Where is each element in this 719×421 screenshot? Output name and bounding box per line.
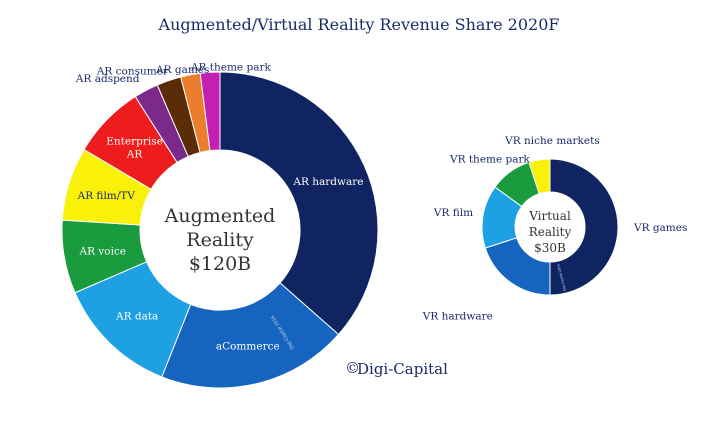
- label-ar-consumer: AR consumer: [96, 65, 169, 77]
- label-ar-voice: AR voice: [78, 245, 126, 257]
- slice-ar-hardware: [219, 71, 379, 336]
- vr-center-total: $30B: [534, 241, 566, 255]
- copyright-mark: ©: [345, 359, 360, 377]
- digi-capital-brand: © Digi-Capital: [345, 359, 448, 378]
- label-vr-hardware: VR hardware: [422, 310, 493, 322]
- label-ar-hardware: AR hardware: [292, 176, 363, 188]
- ar-center-label-line2: Reality: [186, 229, 254, 251]
- label-ar-adspend: AR adspend: [75, 73, 140, 85]
- slice-acommerce: [161, 282, 340, 389]
- brand-name: Digi-Capital: [357, 360, 448, 378]
- label-ar-data: AR data: [115, 310, 158, 322]
- chart-title: Augmented/Virtual Reality Revenue Share …: [158, 15, 560, 34]
- vr-center-label-line2: Reality: [529, 225, 572, 239]
- label-ar-theme-park: AR theme park: [190, 61, 272, 73]
- label-vr-theme-park: VR theme park: [449, 154, 531, 166]
- ar-slice-labels: AR hardware aCommerce AR data AR voice AR fi…: [75, 61, 364, 352]
- watermark-text: Digi-Capital 2016: [556, 264, 567, 292]
- label-vr-games: VR games: [633, 222, 687, 234]
- label-vr-film: VR film: [433, 207, 473, 219]
- ar-center-total: $120B: [189, 253, 251, 275]
- slice-vr-niche-markets: [528, 158, 551, 195]
- ar-donut-chart: [61, 71, 379, 389]
- vr-center-label-line1: Virtual: [528, 209, 571, 223]
- vr-slice-labels: VR games VR hardware VR film VR theme park V…: [422, 135, 688, 322]
- label-enterprise-ar: Enterprise AR: [106, 136, 163, 161]
- ar-center-label-line1: Augmented: [164, 205, 276, 227]
- vr-donut-chart: [481, 158, 619, 296]
- label-acommerce: aCommerce: [216, 341, 280, 353]
- slice-ar-theme-park: [199, 71, 221, 152]
- label-vr-niche-markets: VR niche markets: [504, 135, 600, 147]
- label-ar-film-tv: AR film/TV: [77, 190, 136, 202]
- label-ar-games: AR games: [155, 64, 209, 76]
- slice-vr-games: [549, 158, 619, 296]
